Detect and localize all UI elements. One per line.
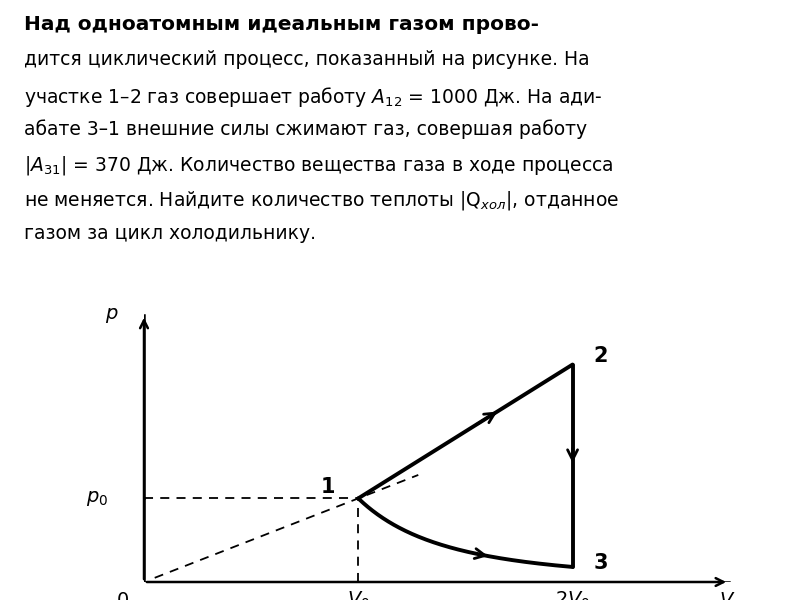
- Text: абате 3–1 внешние силы сжимают газ, совершая работу: абате 3–1 внешние силы сжимают газ, сове…: [24, 119, 587, 139]
- Text: $V$: $V$: [719, 591, 735, 600]
- Text: 3: 3: [593, 553, 608, 573]
- Text: дится циклический процесс, показанный на рисунке. На: дится циклический процесс, показанный на…: [24, 50, 590, 69]
- Text: газом за цикл холодильнику.: газом за цикл холодильнику.: [24, 224, 316, 243]
- Text: не меняется. Найдите количество теплоты |Q$_{хол}$|, отданное: не меняется. Найдите количество теплоты …: [24, 189, 619, 212]
- Text: $p_0$: $p_0$: [86, 489, 108, 508]
- Text: $V_0$: $V_0$: [346, 590, 370, 600]
- Text: $2V_0$: $2V_0$: [555, 590, 590, 600]
- Text: Над одноатомным идеальным газом прово-: Над одноатомным идеальным газом прово-: [24, 15, 539, 34]
- Text: $p$: $p$: [105, 306, 118, 325]
- Text: 2: 2: [593, 346, 608, 366]
- Text: 1: 1: [321, 476, 335, 497]
- Text: участке 1–2 газ совершает работу $A_{12}$ = 1000 Дж. На ади-: участке 1–2 газ совершает работу $A_{12}…: [24, 85, 602, 109]
- Text: |$A_{31}$| = 370 Дж. Количество вещества газа в ходе процесса: |$A_{31}$| = 370 Дж. Количество вещества…: [24, 154, 614, 177]
- Text: 0: 0: [117, 591, 129, 600]
